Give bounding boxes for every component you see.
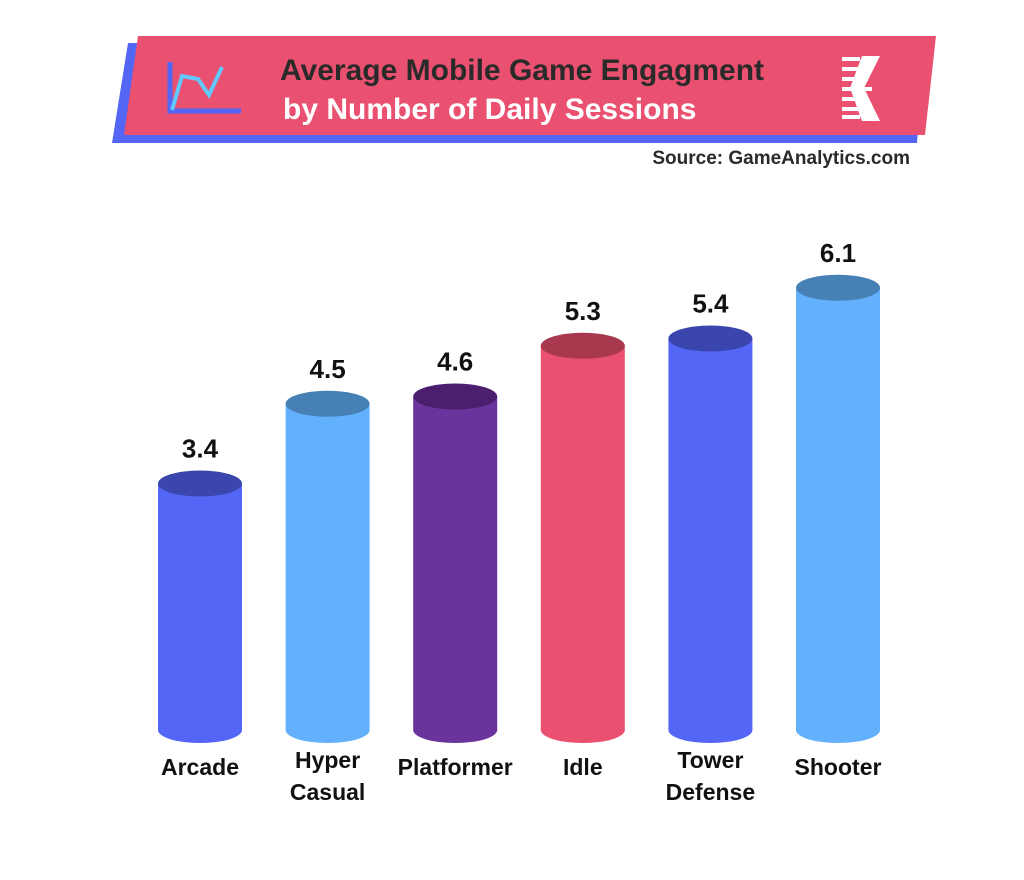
title-line1: Average Mobile Game Engagment bbox=[280, 54, 764, 87]
value-label: 5.3 bbox=[565, 296, 601, 326]
bar-top bbox=[413, 383, 498, 410]
bar-base bbox=[540, 717, 625, 743]
bar-base bbox=[668, 717, 753, 743]
bar-base bbox=[413, 717, 498, 743]
bar bbox=[668, 338, 753, 730]
source-label: Source: GameAnalytics.com bbox=[652, 148, 910, 169]
category-label: Defense bbox=[666, 779, 755, 805]
category-label: Tower bbox=[677, 747, 743, 773]
bar-base bbox=[796, 717, 880, 743]
bar bbox=[796, 287, 880, 730]
category-label: Shooter bbox=[795, 754, 882, 780]
bar-top bbox=[158, 470, 242, 497]
title-line2: by Number of Daily Sessions bbox=[283, 93, 696, 126]
bar bbox=[158, 483, 242, 730]
bar bbox=[540, 345, 625, 730]
category-label: Arcade bbox=[161, 754, 239, 780]
header-banner: Average Mobile Game Engagment by Number … bbox=[112, 36, 936, 169]
bar-top bbox=[796, 274, 880, 301]
bars-group: 3.4 Arcade 4.5 Hyper Casual 4.6 Platformer 5.3 I… bbox=[158, 238, 881, 805]
bar bbox=[285, 403, 370, 730]
bar bbox=[413, 396, 498, 730]
banner bbox=[124, 36, 936, 135]
value-label: 4.6 bbox=[437, 347, 473, 377]
bar-top bbox=[668, 325, 753, 352]
category-label: Hyper bbox=[295, 747, 360, 773]
value-label: 5.4 bbox=[692, 289, 729, 319]
category-label: Casual bbox=[290, 779, 365, 805]
k-logo bbox=[842, 56, 880, 121]
bar-base bbox=[158, 717, 242, 743]
value-label: 3.4 bbox=[182, 434, 219, 464]
bar-top bbox=[285, 390, 370, 417]
value-label: 6.1 bbox=[820, 238, 856, 268]
line-chart-icon bbox=[167, 62, 241, 114]
bar-top bbox=[540, 332, 625, 359]
bar-base bbox=[285, 717, 370, 743]
category-label: Idle bbox=[563, 754, 603, 780]
category-label: Platformer bbox=[398, 754, 513, 780]
value-label: 4.5 bbox=[310, 354, 346, 384]
